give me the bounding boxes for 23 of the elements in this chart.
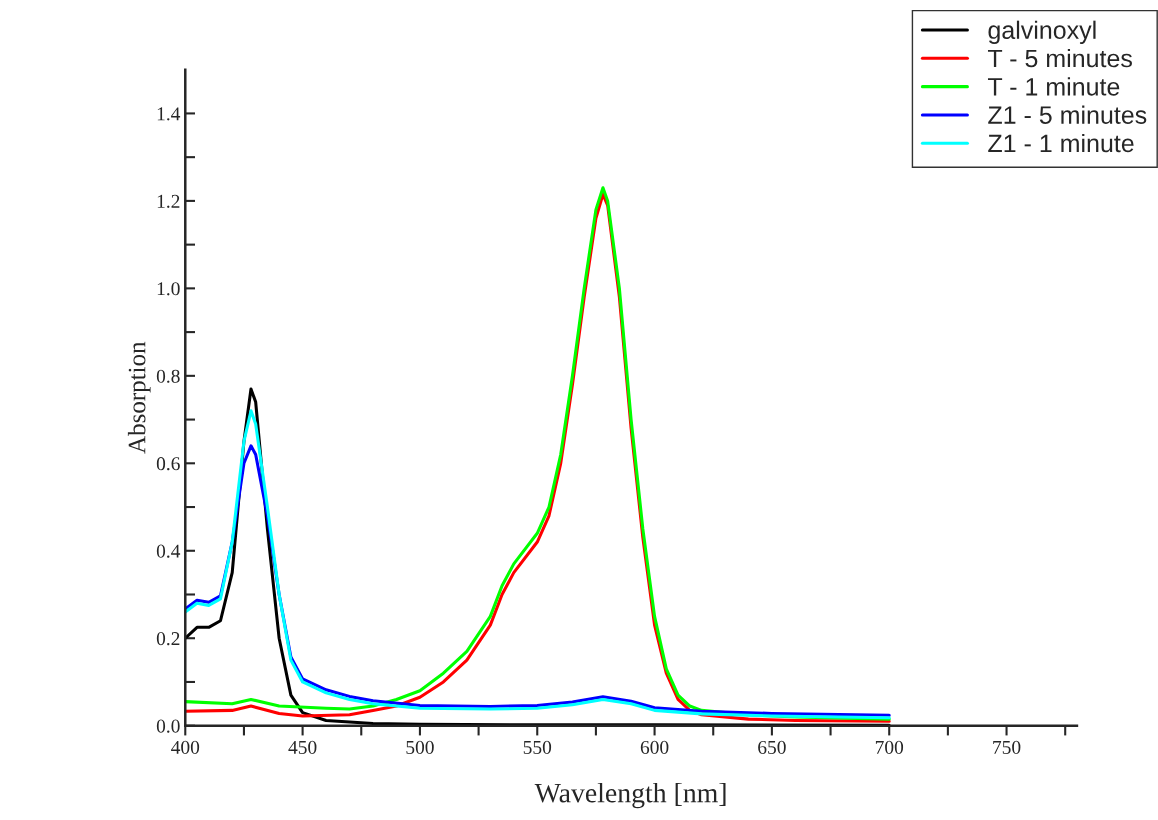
x-tick-label: 650 <box>758 740 786 754</box>
x-tick-label: 750 <box>993 740 1021 754</box>
x-tick-label: 700 <box>875 740 904 754</box>
legend-label: Z1 - 1 minute <box>988 133 1134 153</box>
x-tick-label: 550 <box>523 740 552 754</box>
x-axis-title: Wavelength [nm] <box>534 782 726 809</box>
legend-label: T - 5 minutes <box>987 48 1132 68</box>
y-tick-label: 0.6 <box>156 457 180 471</box>
legend-label: galvinoxyl <box>988 20 1096 44</box>
y-tick-label: 1.4 <box>157 107 181 121</box>
legend-label: Z1 - 5 minutes <box>988 105 1147 124</box>
x-tick-label: 600 <box>640 740 669 754</box>
y-tick-label: 0.4 <box>156 544 181 558</box>
x-tick-label: 400 <box>171 740 200 754</box>
legend-label: T - 1 minute <box>987 77 1120 96</box>
x-tick-label: 450 <box>288 740 317 754</box>
y-tick-label: 0.2 <box>156 632 180 646</box>
y-tick-label: 1.2 <box>157 194 180 208</box>
x-tick-label: 500 <box>406 740 434 754</box>
y-axis-title: Absorption <box>127 341 151 454</box>
y-tick-label: 1.0 <box>157 282 180 296</box>
y-tick-label: 0.8 <box>156 369 180 383</box>
y-tick-label: 0.0 <box>156 719 180 733</box>
